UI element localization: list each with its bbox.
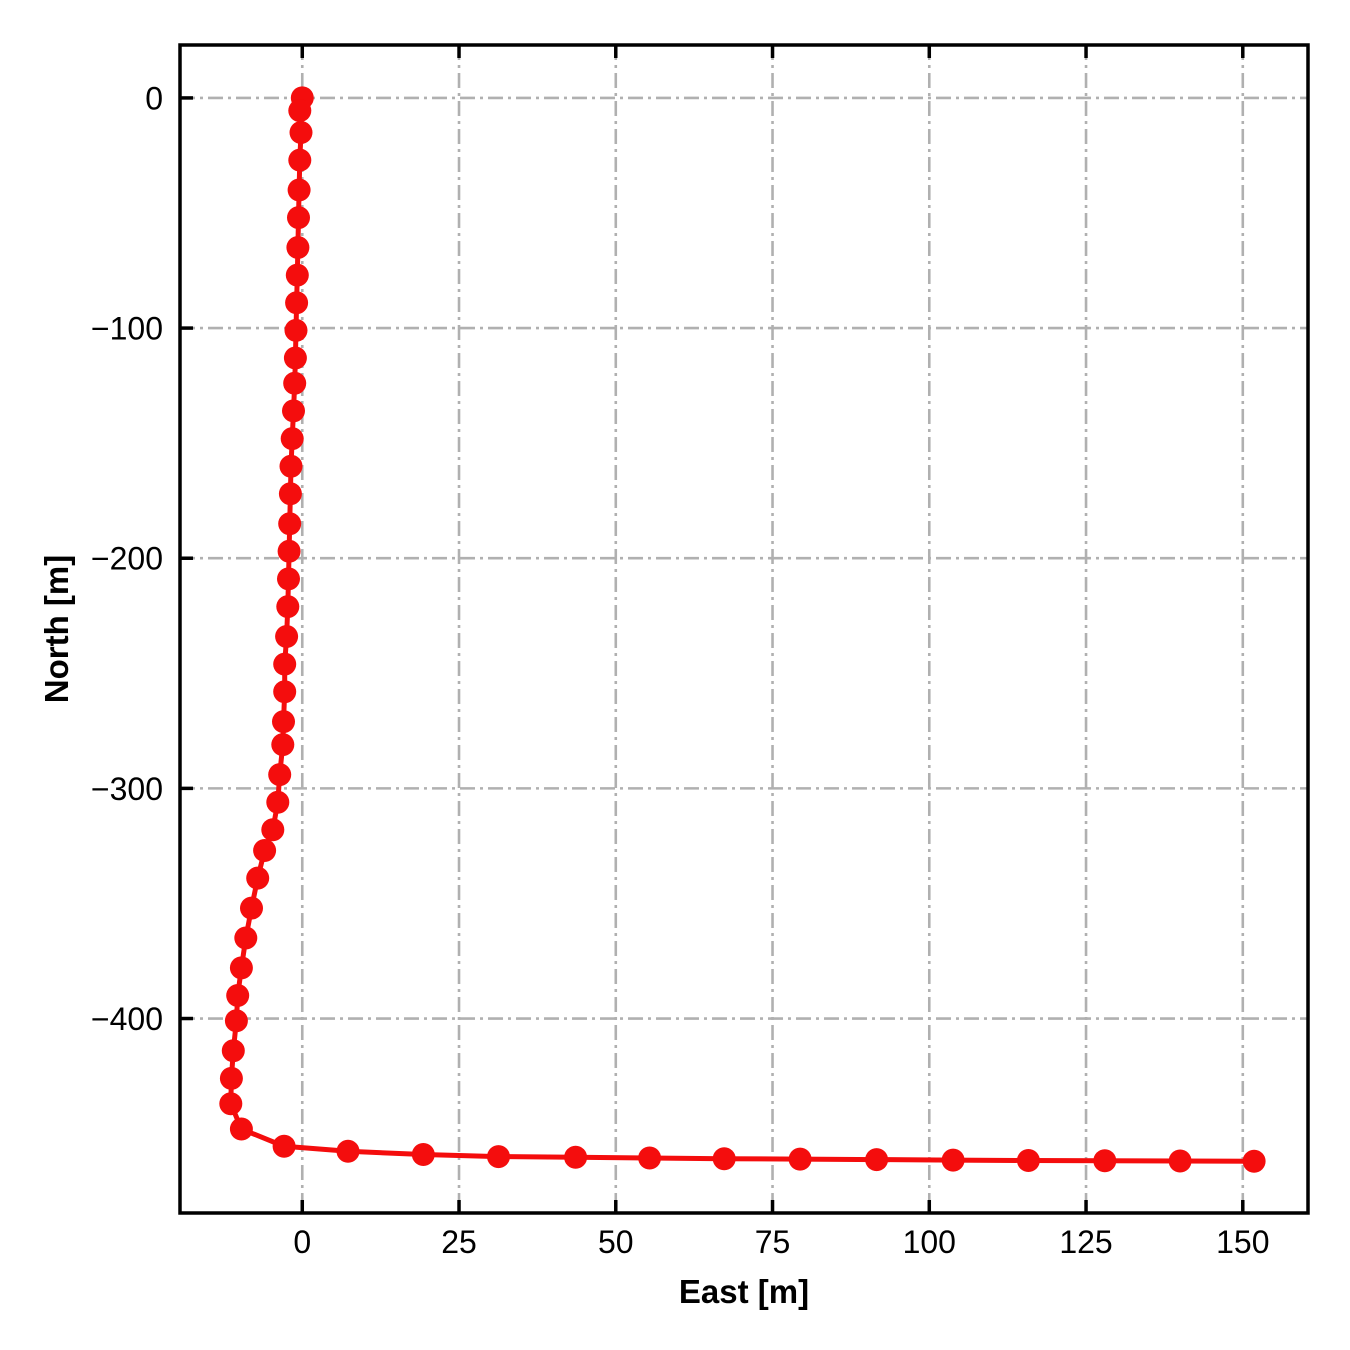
data-point bbox=[219, 1092, 243, 1116]
data-point bbox=[1016, 1149, 1040, 1172]
data-point bbox=[275, 625, 299, 648]
y-tick-label: −300 bbox=[91, 771, 163, 807]
data-point bbox=[288, 99, 312, 123]
data-point bbox=[1168, 1149, 1192, 1173]
data-point bbox=[788, 1147, 812, 1171]
data-point bbox=[282, 399, 305, 423]
x-tick-label: 75 bbox=[755, 1224, 791, 1260]
data-point bbox=[283, 371, 307, 395]
data-point bbox=[240, 896, 263, 920]
data-point bbox=[564, 1145, 588, 1169]
data-point bbox=[284, 318, 308, 342]
x-axis-label: East [m] bbox=[679, 1273, 809, 1310]
data-point bbox=[285, 263, 309, 287]
data-point bbox=[283, 346, 307, 370]
y-axis-label: North [m] bbox=[38, 555, 75, 703]
x-tick-label: 0 bbox=[293, 1224, 311, 1260]
data-point bbox=[279, 454, 303, 478]
plot-border bbox=[178, 43, 1310, 1215]
data-point bbox=[638, 1146, 662, 1170]
x-tick-label: 25 bbox=[441, 1224, 477, 1260]
y-tick-label: −400 bbox=[91, 1001, 163, 1037]
data-point bbox=[289, 121, 313, 144]
data-point bbox=[276, 595, 300, 619]
axis-ticks bbox=[180, 45, 1245, 1213]
tick-labels: 0 25 50 75 100 125 150 0 −100 −200 −300 −400 bbox=[91, 80, 1270, 1260]
data-series bbox=[219, 86, 1266, 1173]
x-tick-label: 50 bbox=[598, 1224, 634, 1260]
y-tick-label: 0 bbox=[145, 80, 163, 116]
data-point bbox=[411, 1143, 435, 1166]
data-point bbox=[271, 733, 295, 757]
trajectory-line bbox=[228, 95, 1257, 1164]
x-tick-label: 100 bbox=[903, 1224, 956, 1260]
data-point bbox=[286, 236, 310, 259]
data-point bbox=[219, 1066, 243, 1090]
data-point bbox=[278, 482, 302, 506]
y-tick-label: −200 bbox=[91, 541, 163, 577]
data-point bbox=[221, 1039, 245, 1063]
data-point bbox=[487, 1145, 510, 1169]
data-point bbox=[272, 1134, 296, 1158]
data-point bbox=[278, 512, 302, 536]
data-point bbox=[287, 206, 310, 230]
data-point bbox=[273, 680, 297, 704]
data-point bbox=[229, 1117, 253, 1141]
data-point bbox=[865, 1148, 889, 1172]
data-point bbox=[288, 148, 312, 172]
data-point bbox=[336, 1139, 360, 1163]
data-point bbox=[280, 427, 304, 451]
data-point bbox=[1093, 1149, 1117, 1173]
data-point bbox=[272, 710, 295, 734]
data-point bbox=[266, 790, 290, 814]
data-point bbox=[277, 539, 301, 563]
data-point bbox=[277, 567, 300, 591]
data-point bbox=[285, 291, 309, 315]
data-point bbox=[941, 1148, 965, 1172]
y-tick-label: −100 bbox=[91, 311, 163, 347]
data-point bbox=[273, 652, 297, 676]
data-point bbox=[234, 926, 258, 950]
data-point bbox=[712, 1147, 736, 1171]
data-point bbox=[246, 866, 270, 890]
data-point bbox=[1242, 1149, 1266, 1173]
data-point bbox=[229, 956, 253, 980]
data-point bbox=[287, 178, 311, 202]
data-point bbox=[253, 839, 277, 862]
gridlines bbox=[180, 45, 1308, 1213]
data-point bbox=[226, 984, 250, 1007]
x-tick-label: 125 bbox=[1059, 1224, 1112, 1260]
data-point bbox=[268, 763, 292, 787]
data-point bbox=[224, 1009, 248, 1033]
x-tick-label: 150 bbox=[1216, 1224, 1269, 1260]
data-point bbox=[261, 818, 285, 842]
